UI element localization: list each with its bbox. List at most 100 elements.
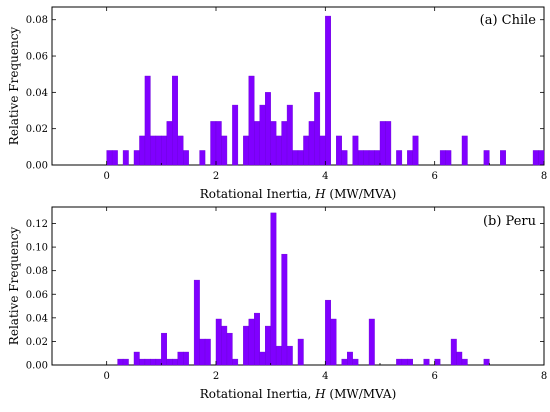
x-axis-label-chile: Rotational Inertia, H (MW/MVA) [200, 187, 397, 201]
histogram-bar [133, 150, 140, 166]
histogram-bar [166, 121, 173, 166]
bars-chile [106, 15, 545, 166]
histogram-bar [254, 121, 260, 166]
histogram-bar [177, 351, 184, 366]
histogram-bar [144, 358, 151, 366]
y-axis-label-peru: Relative Frequency [7, 227, 21, 346]
histogram-bar [385, 121, 392, 166]
histogram-bar [456, 351, 463, 366]
histogram-bar [281, 253, 288, 366]
x-tick-label: 6 [431, 171, 437, 182]
histogram-bar [297, 150, 304, 166]
y-ticks-peru: 0.00 0.02 0.04 0.06 0.08 0.10 0.12 [26, 219, 544, 372]
histogram-bar [155, 135, 162, 166]
histogram-bar [281, 121, 288, 166]
histogram-bar [538, 150, 545, 166]
histogram-bar [144, 75, 151, 166]
histogram-bar [314, 92, 321, 166]
x-tick-label: 8 [541, 171, 547, 182]
y-tick-label: 0.02 [26, 337, 48, 348]
histogram-bar [248, 318, 255, 366]
histogram-bar [396, 150, 403, 166]
histogram-bar [270, 121, 277, 166]
y-tick-label: 0.10 [26, 243, 48, 254]
histogram-bar [161, 332, 168, 366]
histogram-bar [319, 135, 326, 166]
histogram-bar [215, 318, 222, 366]
histogram-bar [532, 150, 539, 166]
y-axis-label-chile: Relative Frequency [7, 27, 21, 146]
histogram-bar [117, 358, 124, 366]
histogram-bar [461, 135, 468, 166]
x-tick-label: 6 [431, 371, 437, 382]
histogram-bar [347, 351, 353, 366]
histogram-bar [139, 135, 146, 166]
histogram-bar [106, 150, 113, 166]
y-tick-label: 0.06 [26, 290, 48, 301]
histogram-bar [363, 150, 370, 166]
y-tick-label: 0.12 [26, 219, 48, 230]
y-tick-label: 0.08 [26, 15, 48, 26]
x-ticks-peru: 0 2 4 6 8 [51, 207, 547, 382]
histogram-bar [292, 150, 299, 166]
histogram-bar [226, 332, 233, 366]
histogram-bar [401, 358, 408, 366]
histogram-bar [308, 121, 315, 166]
histogram-bar [243, 135, 250, 166]
y-tick-label: 0.00 [26, 361, 48, 372]
histogram-bar [122, 150, 129, 166]
histogram-bar [221, 325, 228, 366]
plot-frame-chile [51, 6, 545, 166]
y-tick-label: 0.04 [26, 88, 48, 99]
x-tick-label: 2 [213, 371, 219, 382]
histogram-bar [407, 150, 413, 166]
histogram-bar [461, 358, 468, 366]
histogram-bar [265, 92, 271, 166]
y-tick-label: 0.02 [26, 124, 48, 135]
histogram-bar [325, 15, 331, 166]
histogram-bar [221, 135, 228, 166]
histogram-bar [500, 150, 506, 166]
histogram-bar [341, 358, 348, 366]
histogram-bar [275, 345, 282, 366]
histogram-bar [199, 338, 206, 366]
y-tick-label: 0.04 [26, 313, 48, 324]
histogram-bar [368, 150, 375, 166]
histogram-bar [204, 338, 211, 366]
histogram-bar [379, 121, 386, 166]
histogram-bar [297, 338, 304, 366]
histogram-bar [161, 135, 168, 166]
histogram-bar [341, 150, 348, 166]
x-tick-label: 8 [541, 371, 547, 382]
histogram-bar [483, 358, 490, 366]
histogram-bar [133, 351, 140, 366]
histogram-bar [150, 135, 157, 166]
histogram-bar [286, 104, 293, 166]
panel-chile: 0 2 4 6 8 0.00 0.02 0.04 0.06 0.08 (a) Chile Rot… [7, 6, 547, 201]
histogram-bar [155, 358, 162, 366]
histogram-bar [232, 104, 239, 166]
panel-title-peru: (b) Peru [483, 214, 536, 229]
histogram-bar [232, 358, 239, 366]
panel-peru: 0 2 4 6 8 0.00 0.02 0.04 0.06 0.08 0.10 0.12 (b) P… [7, 206, 547, 401]
x-tick-label: 0 [103, 371, 109, 382]
histogram-bar [166, 358, 173, 366]
panel-title-chile: (a) Chile [480, 13, 537, 28]
histogram-bar [259, 104, 266, 166]
histogram-bar [407, 358, 413, 366]
histogram-bar [172, 75, 178, 166]
y-ticks-chile: 0.00 0.02 0.04 0.06 0.08 [26, 15, 544, 172]
histogram-bar [368, 318, 375, 366]
histogram-bar [286, 345, 293, 366]
histogram-bar [445, 150, 452, 166]
histogram-bar [439, 150, 446, 166]
histogram-bar [182, 351, 189, 366]
x-tick-label: 4 [322, 371, 328, 382]
histogram-bar [330, 318, 337, 366]
histogram-bar [259, 351, 266, 366]
histogram-bar [215, 121, 222, 166]
histogram-bar [423, 358, 430, 366]
histogram-bar [265, 325, 271, 366]
histogram-bar [352, 135, 359, 166]
